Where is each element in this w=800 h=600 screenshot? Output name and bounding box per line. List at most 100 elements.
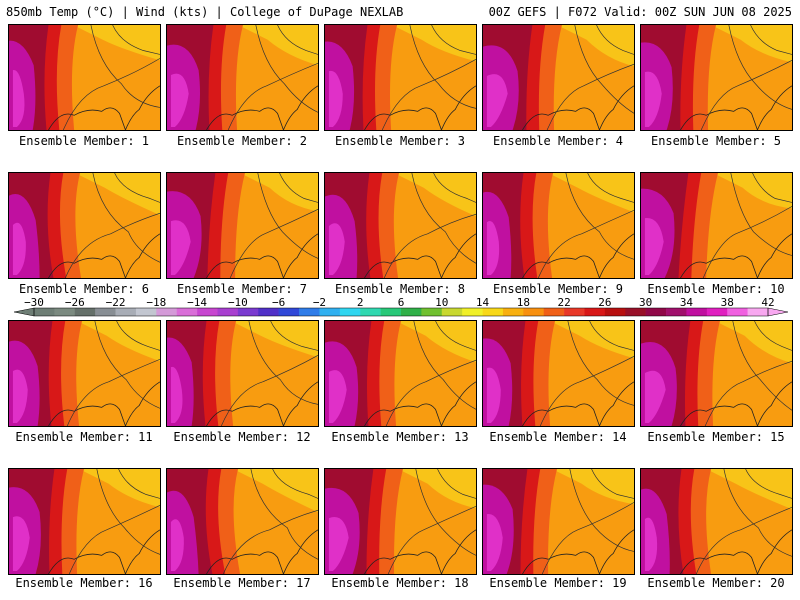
height-contour (435, 321, 476, 351)
ensemble-member-label: Ensemble Member: 7 (176, 282, 308, 296)
height-contour (411, 173, 476, 264)
ensemble-member-map (166, 24, 319, 131)
temp-field-extreme-center (486, 514, 503, 572)
height-contour (546, 63, 634, 130)
ensemble-member-label: Ensemble Member: 10 (647, 282, 785, 296)
coastline-east (599, 381, 634, 426)
coastline (364, 551, 442, 574)
coastline (206, 107, 284, 130)
temp-field-cool-region (706, 469, 792, 510)
colorbar-swatch (135, 308, 157, 316)
ensemble-member-label: Ensemble Member: 2 (176, 134, 308, 148)
temp-field-cool-region (557, 25, 634, 67)
ensemble-member-map (166, 172, 319, 279)
height-contour (574, 25, 634, 114)
height-contour (94, 321, 160, 409)
ensemble-member-label: Ensemble Member: 18 (331, 576, 469, 590)
colorbar-tick-label: 30 (639, 296, 652, 309)
height-contour (409, 25, 476, 109)
coastline-east (599, 233, 634, 278)
colorbar-tick-label: 14 (476, 296, 490, 309)
colorbar-swatch (584, 308, 606, 316)
colorbar-tick-label: −30 (24, 296, 44, 309)
coastline-east (125, 85, 160, 130)
ensemble-member-label: Ensemble Member: 11 (15, 430, 153, 444)
colorbar-tick-label: 42 (761, 296, 774, 309)
ensemble-member-label: Ensemble Member: 6 (18, 282, 150, 296)
height-contour (431, 25, 476, 55)
height-contour (596, 25, 634, 55)
height-contour (64, 212, 160, 278)
height-contour (229, 208, 318, 278)
ensemble-member-map (640, 172, 793, 279)
height-contour (541, 502, 634, 574)
colorbar-swatch (706, 308, 728, 316)
height-contour (66, 358, 160, 426)
temp-field-extreme-center (12, 516, 30, 572)
height-contour (227, 62, 318, 130)
temp-field-cool-region (392, 25, 476, 62)
coastline-east (441, 529, 476, 574)
temp-field-cool-region (552, 469, 634, 505)
height-contour (754, 321, 792, 351)
coastline (680, 255, 758, 278)
colorbar-tick-label: 6 (398, 296, 405, 309)
coastline-east (441, 233, 476, 278)
temp-field-extreme-center (328, 370, 347, 424)
colorbar-tick-label: 10 (435, 296, 448, 309)
height-contour (279, 173, 318, 203)
coastline-east (757, 381, 792, 426)
temp-field-extreme-center (170, 220, 191, 276)
coastline-east (599, 85, 634, 130)
height-contour (383, 213, 476, 278)
height-contour (277, 25, 318, 55)
temp-field-extreme-center (644, 218, 664, 276)
coastline (206, 551, 284, 574)
height-contour (728, 25, 792, 110)
colorbar-tick-label: 2 (357, 296, 364, 309)
ensemble-member-label: Ensemble Member: 9 (492, 282, 624, 296)
coastline (364, 255, 442, 278)
ensemble-member-map (482, 24, 635, 131)
height-contour (413, 321, 476, 410)
height-contour (433, 173, 476, 203)
height-contour (90, 25, 160, 108)
ensemble-member-label: Ensemble Member: 12 (173, 430, 311, 444)
height-contour (387, 505, 476, 574)
colorbar-swatch (421, 308, 443, 316)
coastline-east (757, 85, 792, 130)
height-contour (704, 360, 792, 426)
ensemble-member-map (166, 468, 319, 575)
ensemble-member-map (640, 468, 793, 575)
ensemble-member-label: Ensemble Member: 1 (18, 134, 150, 148)
height-contour (118, 469, 160, 499)
temp-field-extreme-center (170, 519, 184, 572)
coastline-east (125, 381, 160, 426)
colorbar-tick-label: −10 (228, 296, 248, 309)
height-contour (565, 173, 634, 260)
coastline (680, 551, 758, 574)
coastline-east (283, 233, 318, 278)
temp-field-cool-region (394, 173, 476, 217)
ensemble-member-map (640, 24, 793, 131)
height-contour (437, 469, 476, 499)
colorbar-swatch (747, 308, 769, 316)
temp-field-cool-region (233, 469, 318, 513)
height-contour (92, 173, 160, 263)
colorbar-swatch (176, 308, 198, 316)
temp-field-extreme-center (644, 517, 658, 572)
colorbar-swatch (543, 308, 565, 316)
ensemble-member-label: Ensemble Member: 8 (334, 282, 466, 296)
ensemble-member-label: Ensemble Member: 15 (647, 430, 785, 444)
temp-field-extreme-center (644, 370, 666, 424)
coastline (522, 551, 600, 574)
temp-field-cool-region (240, 173, 318, 212)
ensemble-member-map (166, 320, 319, 427)
colorbar-swatch (604, 308, 626, 316)
height-contour (255, 25, 318, 113)
height-contour (750, 25, 792, 55)
coastline-east (283, 529, 318, 574)
temp-field-cool-region (77, 321, 160, 362)
height-contour (695, 506, 792, 574)
ensemble-member-label: Ensemble Member: 13 (331, 430, 469, 444)
